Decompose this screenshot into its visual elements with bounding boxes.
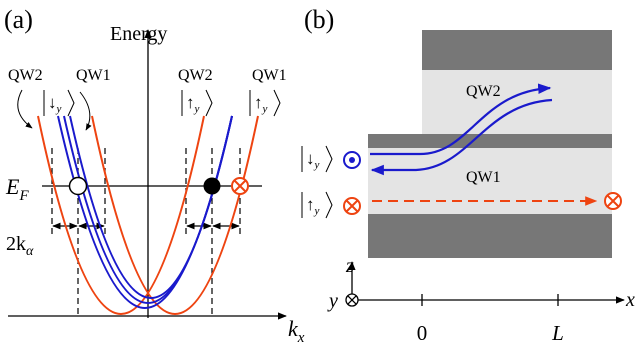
splitting-label: 2kα bbox=[6, 233, 34, 259]
panel-a-label: (a) bbox=[4, 5, 33, 34]
band-label-right-qw1: QW1 bbox=[252, 67, 287, 84]
qw2-region-label: QW2 bbox=[466, 83, 501, 100]
qw1-band-left bbox=[37, 115, 205, 315]
qw1-band-right bbox=[91, 115, 259, 315]
k-dashed-guides bbox=[51, 148, 241, 318]
svg-text:↑y: ↑y bbox=[186, 93, 200, 115]
pointer-arrow-qw2 bbox=[17, 89, 33, 129]
panel-a: (a) Energy kx EF 2kα bbox=[4, 5, 305, 346]
x-axis-label: x bbox=[625, 289, 635, 311]
qw2-band-inner bbox=[69, 115, 233, 299]
out-of-page-spin-icon bbox=[343, 151, 361, 169]
band-label-right-qw2: QW2 bbox=[178, 67, 213, 84]
spin-ket-down: ↓y bbox=[301, 145, 333, 173]
qw2-region bbox=[422, 70, 612, 134]
qw1-region bbox=[368, 148, 612, 214]
top-gate bbox=[422, 30, 612, 70]
y-axis-into-page-icon bbox=[345, 293, 359, 307]
spin-ket-right-up-qw2: ↑y bbox=[181, 89, 213, 117]
svg-text:↑y: ↑y bbox=[254, 93, 268, 115]
into-page-spin-icon bbox=[343, 197, 361, 215]
spin-down-path-lower bbox=[370, 98, 553, 176]
spin-down-path-upper bbox=[370, 83, 552, 156]
into-page-spin-icon bbox=[231, 177, 249, 195]
panel-b-label: (b) bbox=[304, 5, 334, 34]
pointer-arrow-qw1 bbox=[79, 91, 92, 131]
svg-text:↓y: ↓y bbox=[306, 149, 320, 171]
svg-text:↓y: ↓y bbox=[48, 93, 62, 115]
y-axis-label: y bbox=[327, 290, 338, 312]
z-axis-label: z bbox=[345, 255, 354, 277]
open-state-marker bbox=[68, 176, 88, 196]
band-label-left-qw2: QW2 bbox=[8, 67, 43, 84]
tick-label-end: L bbox=[551, 321, 564, 345]
barrier-layer bbox=[368, 134, 612, 148]
band-label-left-qw1: QW1 bbox=[76, 67, 111, 84]
fermi-level-label: EF bbox=[5, 174, 29, 204]
qw1-region-label: QW1 bbox=[466, 169, 501, 186]
filled-state-marker bbox=[203, 177, 221, 195]
svg-text:↑y: ↑y bbox=[306, 195, 320, 217]
spin-ket-left-down: ↓y bbox=[43, 89, 75, 117]
kx-axis-label: kx bbox=[288, 316, 305, 346]
spin-ket-up: ↑y bbox=[301, 191, 333, 219]
tick-label-origin: 0 bbox=[417, 321, 428, 345]
into-page-spin-icon bbox=[604, 192, 622, 210]
panel-b: (b) QW2 QW1 ↓y bbox=[301, 5, 635, 345]
bottom-gate bbox=[368, 214, 612, 258]
energy-axis-label: Energy bbox=[110, 23, 167, 45]
spin-ket-right-up-qw1: ↑y bbox=[249, 89, 281, 117]
